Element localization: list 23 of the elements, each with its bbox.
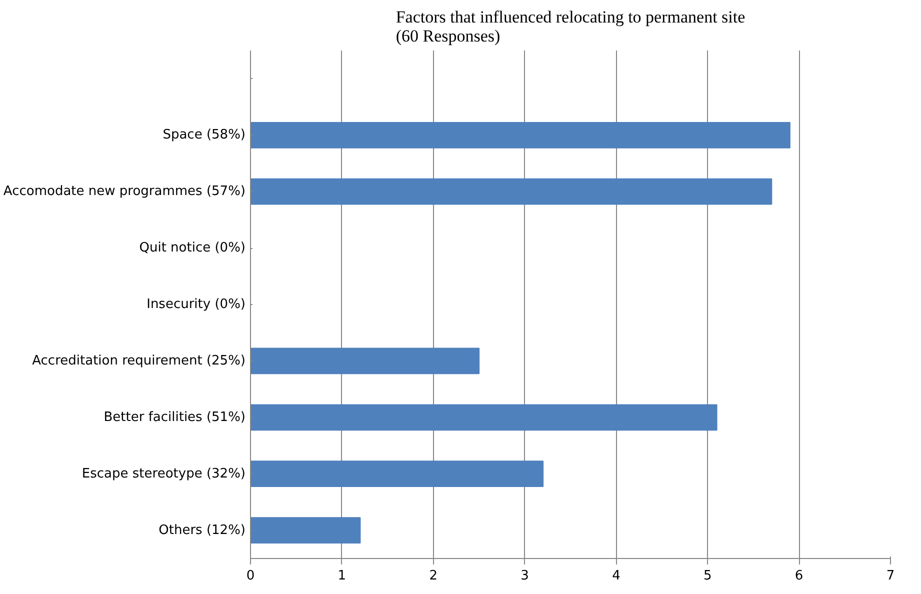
bar xyxy=(250,348,480,374)
y-tick-label: Accreditation requirement (25%) xyxy=(32,353,246,368)
y-tick-label: Space (58%) xyxy=(162,128,246,143)
y-tick-label: Insecurity (0%) xyxy=(146,297,246,312)
bar xyxy=(250,404,718,431)
bar xyxy=(250,122,790,148)
bar xyxy=(250,460,544,488)
x-tick-label: 7 xyxy=(886,568,895,584)
y-tick-label: Escape stereotype (32%) xyxy=(82,466,246,482)
y-tick-label: Better facilities (51%) xyxy=(104,410,246,425)
x-tick-label: 1 xyxy=(338,568,346,584)
x-tick-label: 0 xyxy=(246,568,255,584)
y-tick-label: Accomodate new programmes (57%) xyxy=(3,184,246,200)
y-tick-label: Others (12%) xyxy=(158,522,246,538)
x-tick-label: 2 xyxy=(429,568,438,584)
x-tick-label: 6 xyxy=(794,568,804,584)
x-tick-label: 3 xyxy=(520,568,529,584)
x-tick-label: 4 xyxy=(612,568,620,584)
x-tick-label: 5 xyxy=(704,568,712,584)
bar xyxy=(250,517,361,544)
y-tick-label: Quit notice (0%) xyxy=(139,240,246,256)
bar xyxy=(250,178,772,205)
chart-title: Factors that influenced relocating to permanent site (60 Responses) xyxy=(396,8,746,46)
